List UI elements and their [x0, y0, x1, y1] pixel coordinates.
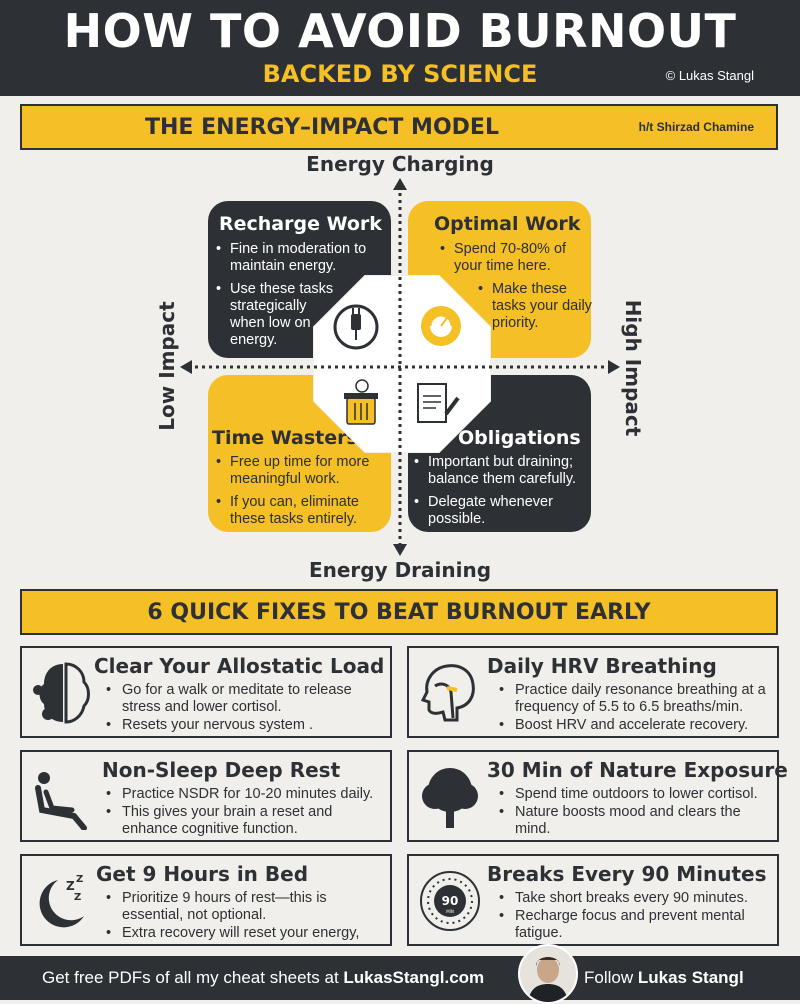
svg-text:Z: Z	[66, 879, 75, 893]
fix-title: Clear Your Allostatic Load	[94, 654, 385, 678]
footer-follow[interactable]: Follow Lukas Stangl	[584, 968, 744, 988]
fix-card: Clear Your Allostatic Load Go for a walk…	[20, 646, 392, 738]
axis-label-bottom: Energy Draining	[308, 558, 492, 582]
model-title-band: THE ENERGY–IMPACT MODEL h/t Shirzad Cham…	[20, 104, 778, 150]
fix-card: 90 MIN Breaks Every 90 Minutes Take shor…	[407, 854, 779, 946]
quadrant-bullet: Delegate whenever possible.	[412, 494, 590, 528]
gear-gauge-icon	[421, 306, 461, 346]
fix-bullet: Spend time outdoors to lower cortisol.	[497, 786, 775, 803]
quadrant-bullet: Use these tasks strategically when low o…	[214, 281, 338, 349]
footer-author-name: Lukas Stangl	[637, 968, 744, 987]
page-title: HOW TO AVOID BURNOUT	[63, 4, 737, 58]
reclining-person-icon	[35, 772, 87, 830]
avatar-portrait-icon	[520, 946, 576, 1002]
fix-bullet: Resets your nervous system .	[104, 717, 384, 734]
fix-title: Get 9 Hours in Bed	[96, 862, 309, 886]
trash-clock-icon	[344, 379, 378, 425]
quadrant-bullet: Fine in moderation to maintain energy.	[214, 241, 374, 275]
quadrant-title: Time Wasters	[212, 427, 358, 449]
plug-icon	[333, 304, 379, 350]
timer-unit: MIN	[446, 909, 454, 914]
quadrant-title: Recharge Work	[219, 213, 382, 235]
timer-90-icon: 90 MIN	[420, 871, 480, 931]
footer: Get free PDFs of all my cheat sheets at …	[0, 944, 800, 1004]
quadrant-bullet: Free up time for more meaningful work.	[214, 454, 390, 488]
fix-title: Non-Sleep Deep Rest	[102, 758, 341, 782]
fix-bullet: Extra recovery will reset your energy,	[104, 925, 388, 942]
fix-bullet: Practice daily resonance breathing at a …	[497, 682, 775, 716]
footer-follow-text: Follow	[584, 968, 638, 987]
brain-gears-icon	[33, 662, 90, 724]
svg-text:Z: Z	[74, 892, 81, 903]
fix-card: Daily HRV Breathing Practice daily reson…	[407, 646, 779, 738]
quadrant-title: Obligations	[458, 427, 581, 449]
fix-bullet: Prioritize 9 hours of rest—this is essen…	[104, 890, 388, 924]
quadrant-bullet: Spend 70-80% of your time here.	[438, 241, 588, 275]
fix-card: Z Z Z Get 9 Hours in Bed Prioritize 9 ho…	[20, 854, 392, 946]
avatar	[518, 944, 578, 1004]
tree-icon	[422, 768, 478, 828]
fix-bullet: Take short breaks every 90 minutes.	[497, 890, 775, 907]
quadrant-bullet: If you can, eliminate these tasks entire…	[214, 494, 390, 528]
footer-site-link[interactable]: LukasStangl.com	[343, 968, 485, 987]
fix-bullet: Nature boosts mood and clears the mind.	[497, 804, 775, 838]
fix-bullet: Recharge focus and prevent mental fatigu…	[497, 908, 775, 942]
fix-bullet: Practice NSDR for 10-20 minutes daily.	[104, 786, 388, 803]
quadrant-title: Optimal Work	[434, 213, 581, 235]
model-title: THE ENERGY–IMPACT MODEL	[145, 115, 499, 140]
axis-label-top: Energy Charging	[306, 152, 494, 176]
model-credit: h/t Shirzad Chamine	[638, 120, 754, 134]
fix-card: 30 Min of Nature Exposure Spend time out…	[407, 750, 788, 842]
fixes-title-band: 6 QUICK FIXES TO BEAT BURNOUT EARLY	[20, 589, 778, 635]
quadrant-bullet: Important but draining; balance them car…	[412, 454, 590, 488]
svg-text:Z: Z	[76, 874, 83, 885]
fix-bullet: This gives your brain a reset and enhanc…	[104, 804, 388, 838]
footer-cta-text: Get free PDFs of all my cheat sheets at	[42, 968, 344, 987]
footer-cta: Get free PDFs of all my cheat sheets at …	[42, 968, 484, 988]
copyright: © Lukas Stangl	[665, 68, 754, 83]
quadrant-optimal-work: Optimal Work Spend 70-80% of your time h…	[408, 201, 592, 358]
bill-pen-icon	[417, 383, 460, 423]
fixes-title: 6 QUICK FIXES TO BEAT BURNOUT EARLY	[147, 600, 651, 625]
moon-zzz-icon: Z Z Z	[39, 874, 84, 928]
header: HOW TO AVOID BURNOUT BACKED BY SCIENCE ©…	[0, 0, 800, 96]
page-subtitle: BACKED BY SCIENCE	[262, 60, 538, 88]
head-airway-icon	[420, 664, 475, 722]
fix-bullet: Boost HRV and accelerate recovery.	[497, 717, 775, 734]
fix-bullet: Go for a walk or meditate to release str…	[104, 682, 384, 716]
fix-title: Breaks Every 90 Minutes	[487, 862, 767, 886]
fix-title: Daily HRV Breathing	[487, 654, 717, 678]
fix-card: Non-Sleep Deep Rest Practice NSDR for 10…	[20, 750, 392, 842]
fix-title: 30 Min of Nature Exposure	[487, 758, 788, 782]
model-center	[314, 276, 490, 452]
quadrant-bullet: Make these tasks your daily priority.	[476, 281, 592, 332]
timer-number: 90	[442, 894, 459, 908]
